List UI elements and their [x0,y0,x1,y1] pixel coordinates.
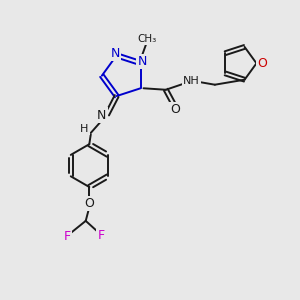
Text: O: O [170,103,180,116]
Text: N: N [137,55,147,68]
Text: N: N [110,47,120,60]
Text: CH₃: CH₃ [137,34,156,44]
Text: H: H [80,124,88,134]
Text: O: O [84,197,94,210]
Text: F: F [98,229,105,242]
Text: O: O [257,57,267,70]
Text: N: N [97,109,106,122]
Text: NH: NH [183,76,200,86]
Text: F: F [64,230,71,243]
